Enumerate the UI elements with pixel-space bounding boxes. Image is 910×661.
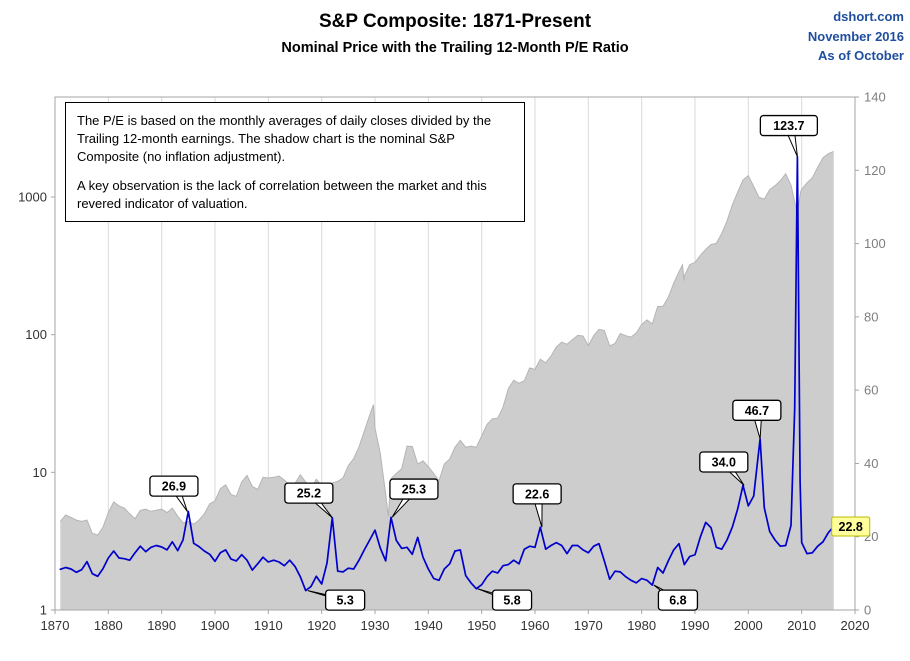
x-axis-label: 1890 xyxy=(147,618,176,633)
pe-line xyxy=(59,155,835,592)
left-axis-label: 10 xyxy=(33,465,47,480)
source-date: November 2016 xyxy=(807,28,904,44)
plot-border xyxy=(54,96,856,611)
note-paragraph-2: A key observation is the lack of correla… xyxy=(77,177,487,211)
x-axis-label: 1970 xyxy=(574,618,603,633)
x-axis-label: 1930 xyxy=(361,618,390,633)
callout-box xyxy=(491,589,533,611)
callout-label: 5.3 xyxy=(336,594,353,608)
note-paragraph-1: The P/E is based on the monthly averages… xyxy=(77,113,492,164)
x-axis-label: 2020 xyxy=(841,618,870,633)
x-axis-label: 1880 xyxy=(94,618,123,633)
callout-box xyxy=(759,114,819,137)
callout-box xyxy=(699,451,749,473)
callout-box xyxy=(512,483,562,505)
callout-box xyxy=(324,589,366,611)
x-axis-label: 1920 xyxy=(307,618,336,633)
x-axis-label: 1900 xyxy=(201,618,230,633)
x-axis-label: 1910 xyxy=(254,618,283,633)
x-axis-label: 2010 xyxy=(787,618,816,633)
callout-label: 22.6 xyxy=(525,487,549,501)
price-area xyxy=(60,151,834,610)
callout-box xyxy=(149,475,199,497)
x-axis-label: 1990 xyxy=(681,618,710,633)
callout-box xyxy=(732,399,782,421)
callout-label: 26.9 xyxy=(162,480,186,494)
callout-label: 46.7 xyxy=(745,404,769,418)
callout-label: 25.3 xyxy=(402,483,426,497)
callout-label: 123.7 xyxy=(773,119,804,133)
callout-box xyxy=(284,482,334,504)
chart-subtitle: Nominal Price with the Trailing 12-Month… xyxy=(281,40,629,56)
callout-label: 5.8 xyxy=(503,594,520,608)
callout-box xyxy=(657,589,699,611)
right-axis-label: 60 xyxy=(864,383,878,398)
callout-box xyxy=(389,478,439,500)
left-axis-label: 1 xyxy=(40,603,47,618)
x-axis-label: 1940 xyxy=(414,618,443,633)
right-axis-label: 80 xyxy=(864,309,878,324)
right-axis-label: 140 xyxy=(864,90,886,105)
current-pe-badge xyxy=(831,516,871,537)
x-axis-label: 1960 xyxy=(521,618,550,633)
price-area-edge xyxy=(59,150,834,536)
callout-label: 34.0 xyxy=(712,455,736,469)
right-axis-label: 120 xyxy=(864,163,886,178)
x-axis-label: 2000 xyxy=(734,618,763,633)
x-axis-label: 1980 xyxy=(627,618,656,633)
note-box: The P/E is based on the monthly averages… xyxy=(65,102,525,222)
source-block: dshort.com November 2016 As of October xyxy=(808,7,904,66)
current-pe-label: 22.8 xyxy=(839,520,863,534)
chart-title: S&P Composite: 1871-Present xyxy=(318,11,592,32)
right-axis-label: 100 xyxy=(864,236,886,251)
callout-label: 6.8 xyxy=(669,594,686,608)
callout-label: 25.2 xyxy=(297,487,321,501)
right-axis-label: 0 xyxy=(864,603,871,618)
x-axis-label: 1870 xyxy=(41,618,70,633)
source-site: dshort.com xyxy=(833,9,904,24)
x-axis-label: 1950 xyxy=(467,618,496,633)
right-axis-label: 40 xyxy=(864,456,878,471)
left-axis-label: 1000 xyxy=(18,189,47,204)
left-axis-label: 100 xyxy=(25,327,47,342)
source-asof: As of October xyxy=(818,48,904,63)
